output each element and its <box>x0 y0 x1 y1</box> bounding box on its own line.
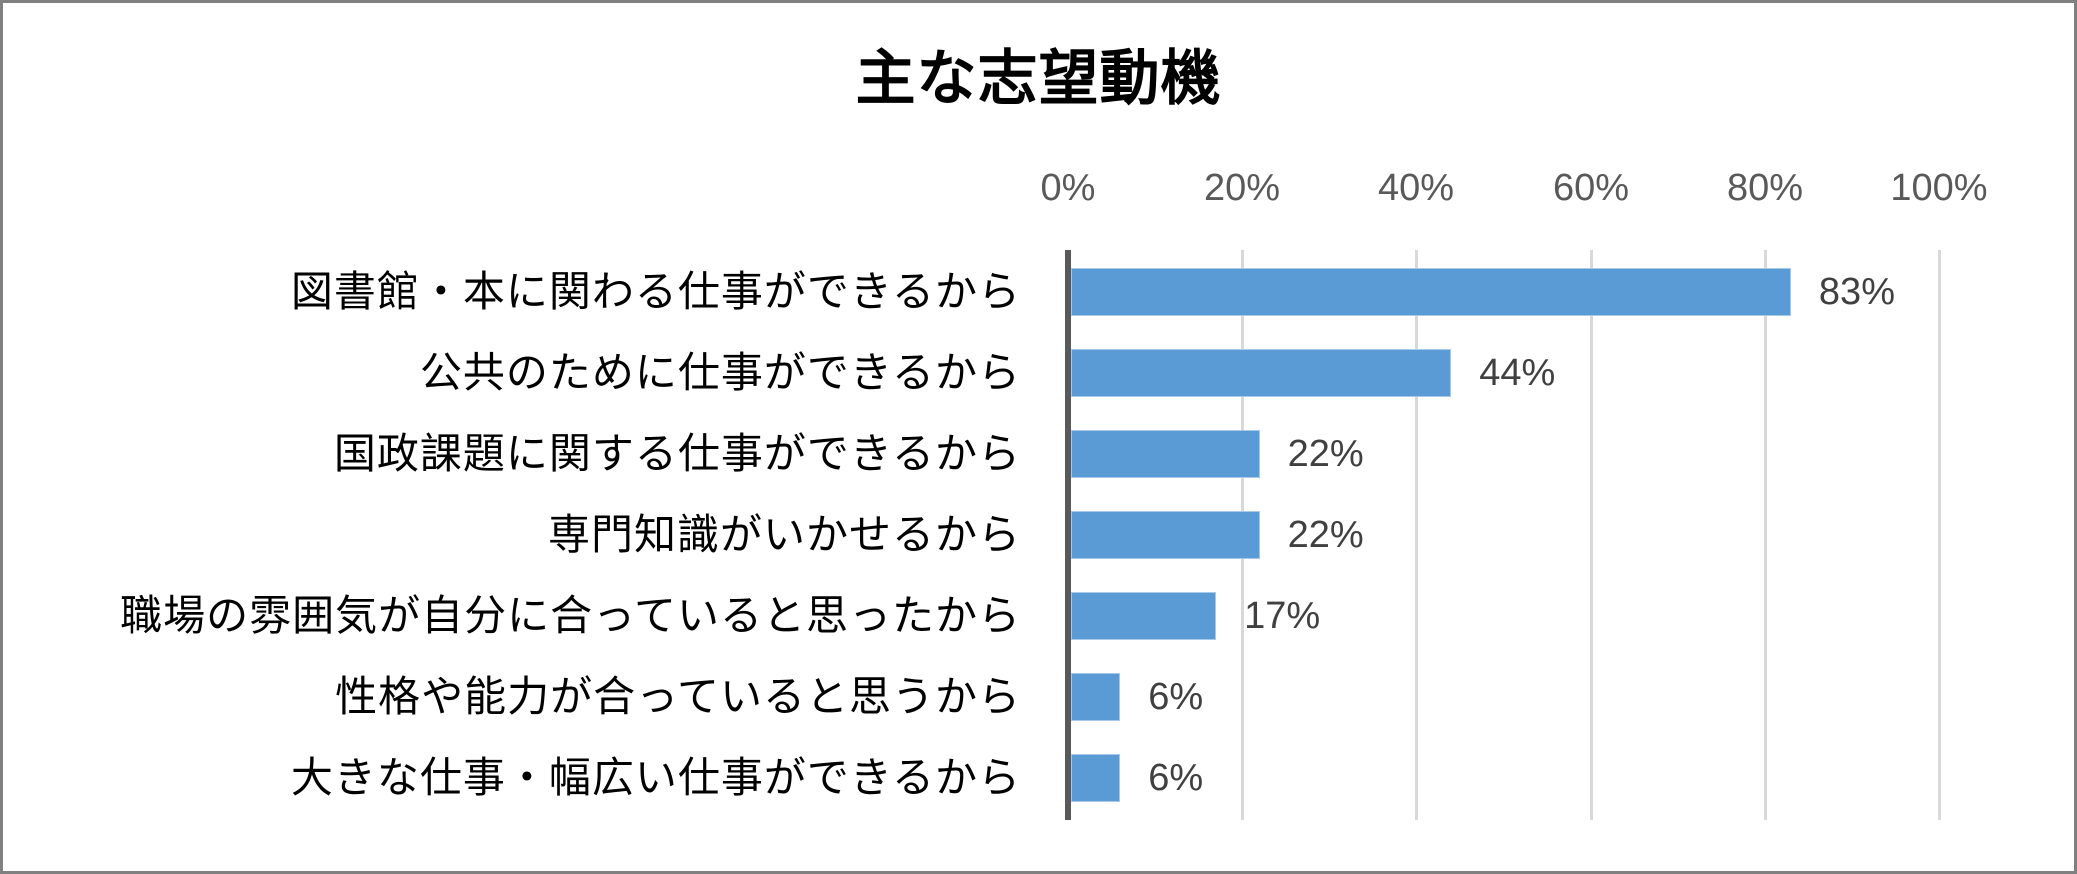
category-label: 大きな仕事・幅広い仕事ができるから <box>290 753 1021 802</box>
x-tick-label: 0% <box>1040 167 1096 209</box>
bar-row: 国政課題に関する仕事ができるから 22% <box>3 430 2074 478</box>
bar <box>1071 430 1260 478</box>
x-tick-label: 60% <box>1552 167 1630 209</box>
value-label: 6% <box>1148 676 1204 718</box>
category-label: 公共のために仕事ができるから <box>419 348 1021 397</box>
bar-row: 職場の雰囲気が自分に合っていると思ったから 17% <box>3 592 2074 640</box>
category-label: 図書館・本に関わる仕事ができるから <box>290 267 1021 316</box>
bar-row: 大きな仕事・幅広い仕事ができるから 6% <box>3 754 2074 802</box>
gridline-40 <box>1415 250 1418 820</box>
category-label: 職場の雰囲気が自分に合っていると思ったから <box>120 591 1021 640</box>
bar <box>1071 349 1452 397</box>
value-label: 44% <box>1479 352 1556 394</box>
category-label: 国政課題に関する仕事ができるから <box>333 429 1021 478</box>
gridline-60 <box>1590 250 1593 820</box>
value-label: 22% <box>1287 433 1364 475</box>
x-tick-label: 20% <box>1203 167 1281 209</box>
x-tick-label: 80% <box>1726 167 1804 209</box>
bar <box>1071 511 1260 559</box>
bar <box>1071 673 1121 721</box>
bar <box>1071 592 1217 640</box>
y-axis-line <box>1065 250 1071 820</box>
value-label: 6% <box>1148 757 1204 799</box>
gridline-80 <box>1764 250 1767 820</box>
value-label: 22% <box>1287 514 1364 556</box>
bar-row: 図書館・本に関わる仕事ができるから 83% <box>3 268 2074 316</box>
category-label: 性格や能力が合っていると思うから <box>335 672 1021 721</box>
bar <box>1071 268 1791 316</box>
chart-title: 主な志望動機 <box>855 44 1222 114</box>
bar <box>1071 754 1121 802</box>
value-label: 17% <box>1244 595 1321 637</box>
bar-row: 専門知識がいかせるから 22% <box>3 511 2074 559</box>
bar-row: 性格や能力が合っていると思うから 6% <box>3 673 2074 721</box>
value-label: 83% <box>1818 271 1895 313</box>
x-tick-label: 100% <box>1890 167 1988 209</box>
bar-row: 公共のために仕事ができるから 44% <box>3 349 2074 397</box>
gridline-100 <box>1938 250 1941 820</box>
category-label: 専門知識がいかせるから <box>547 510 1021 559</box>
x-tick-label: 40% <box>1377 167 1455 209</box>
